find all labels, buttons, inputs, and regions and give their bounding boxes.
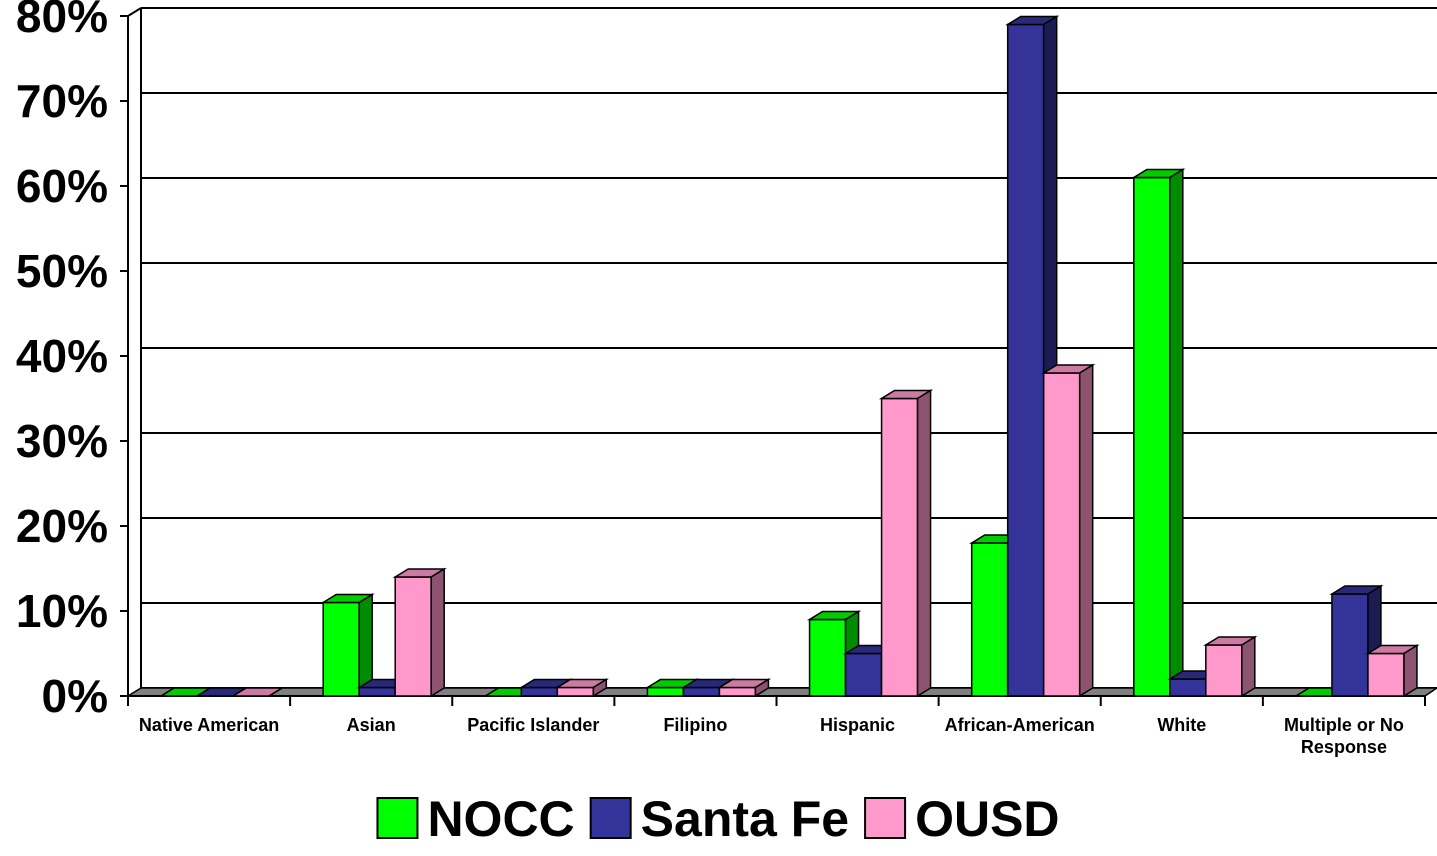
bar-front: [1006, 23, 1045, 697]
bar-side: [430, 567, 445, 698]
bar-front: [1331, 593, 1369, 697]
x-tick-label: Native American: [139, 715, 279, 735]
bar-side: [1078, 363, 1094, 698]
x-tick-label: African-American: [945, 715, 1095, 735]
bar-front: [718, 686, 757, 697]
y-axis-top-edge: [127, 7, 142, 17]
x-tick-label: Filipino: [663, 715, 727, 735]
bar-front: [1133, 176, 1171, 697]
bar-ousd: [878, 389, 934, 698]
legend: NOCC Santa Fe OUSD: [376, 791, 1060, 847]
bar-front: [556, 686, 595, 697]
y-tick-label: 70%: [16, 75, 108, 127]
bar-side: [1403, 644, 1418, 698]
legend-swatch-santa-fe: [589, 797, 632, 839]
bar-front: [1367, 652, 1405, 697]
bar-side: [1241, 635, 1256, 698]
bar-front: [970, 542, 1009, 697]
bar-front: [880, 397, 919, 697]
bar-front: [1042, 372, 1081, 697]
legend-label-santa-fe: Santa Fe: [641, 791, 849, 847]
bar-layer: [158, 15, 1420, 698]
axis-layer: [120, 7, 1437, 706]
legend-swatch-ousd: [864, 797, 907, 839]
bar-front: [1169, 678, 1207, 697]
label-layer: 0% 10% 20% 30% 40% 50% 60% 70% 80% Native America…: [16, 0, 1404, 757]
x-tick-label: Asian: [347, 715, 396, 735]
bar-ousd: [1365, 644, 1420, 698]
bar-front: [844, 652, 883, 697]
bar-nocc: [320, 593, 375, 698]
y-tick-label: 80%: [16, 0, 108, 42]
bar-front: [1205, 644, 1243, 697]
y-tick-label: 20%: [16, 500, 108, 552]
legend-swatch-nocc: [376, 797, 419, 839]
bar-front: [358, 686, 396, 697]
bar-nocc: [1131, 168, 1186, 698]
y-tick-label: 0%: [42, 670, 108, 722]
bar-ousd: [716, 678, 772, 698]
y-tick-label: 60%: [16, 160, 108, 212]
x-tick-label: White: [1157, 715, 1206, 735]
y-tick-label: 40%: [16, 330, 108, 382]
x-tick-label: Response: [1301, 737, 1387, 757]
bar-ousd: [554, 678, 609, 698]
bar-front: [322, 601, 360, 697]
y-tick-label: 50%: [16, 245, 108, 297]
bar-front: [682, 686, 721, 697]
x-tick-label: Hispanic: [820, 715, 895, 735]
bar-side: [268, 687, 283, 697]
grid-layer: [141, 7, 1437, 689]
x-tick-label: Pacific Islander: [467, 715, 599, 735]
y-tick-label: 10%: [16, 585, 108, 637]
bar-ousd: [230, 687, 285, 697]
bar-front: [394, 576, 432, 697]
bar-side: [754, 678, 770, 698]
bar-ousd: [1203, 635, 1258, 698]
bar-front: [520, 686, 559, 697]
legend-label-nocc: NOCC: [427, 791, 574, 847]
bar-front: [808, 618, 847, 697]
bar-side: [916, 389, 932, 698]
bar-ousd: [392, 567, 447, 698]
bar-ousd: [1041, 363, 1096, 698]
x-tick-label: Multiple or No: [1284, 715, 1404, 735]
bar-side: [592, 678, 608, 698]
bar-side: [1169, 168, 1184, 698]
legend-label-ousd: OUSD: [915, 791, 1059, 847]
y-tick-label: 30%: [16, 415, 108, 467]
bar-front: [646, 686, 685, 697]
